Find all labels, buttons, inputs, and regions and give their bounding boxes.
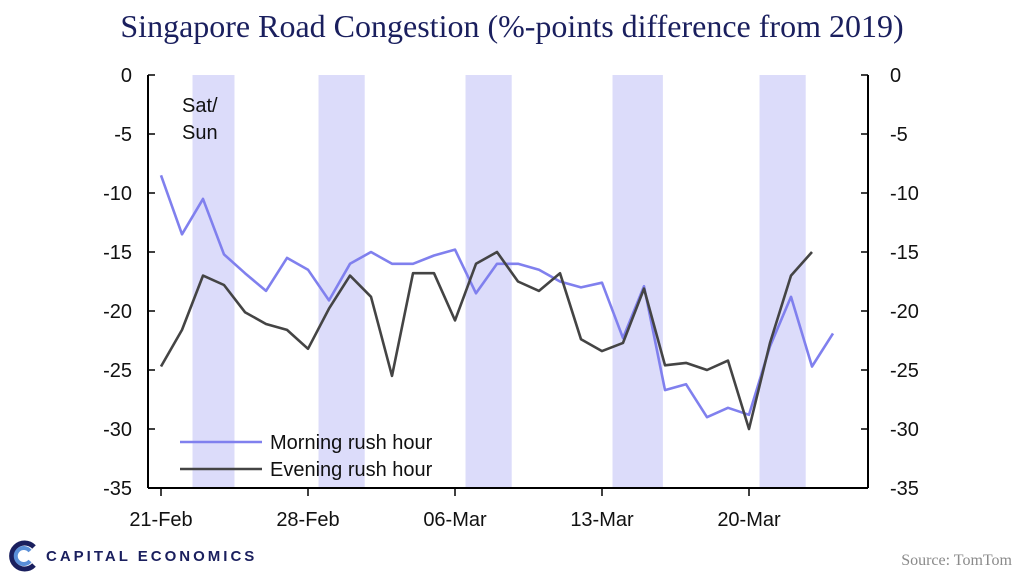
weekend-band-3 [612,75,663,488]
x-tick-label: 28-Feb [276,509,339,531]
y-tick-label-left: -15 [103,242,132,264]
y-tick-label-left: 0 [121,65,132,87]
brand-emblem-icon [9,540,36,572]
y-tick-label-right: -10 [890,183,919,205]
series-line-morning-rush-hour [159,174,835,419]
y-tick-label-right: -35 [890,478,919,500]
y-tick-label-left: -5 [114,124,132,146]
weekend-annotation-line-0: Sat/ [182,95,218,117]
legend: Morning rush hour Evening rush hour [180,432,433,481]
x-tick-label: 21-Feb [129,509,192,531]
y-tick-label-left: -25 [103,360,132,382]
x-tick-label: 06-Mar [423,509,487,531]
y-tick-label-right: -30 [890,419,919,441]
series-lines [159,174,835,431]
brand-name: CAPITAL ECONOMICS [46,547,258,565]
y-tick-label-right: -15 [890,242,919,264]
y-tick-label-left: -35 [103,478,132,500]
y-tick-label-left: -30 [103,419,132,441]
weekend-annotation-line-1: Sun [182,122,218,144]
chart-title: Singapore Road Congestion (%-points diff… [120,8,904,44]
weekend-band-1 [318,75,365,488]
brand-logo: CAPITAL ECONOMICS [6,536,257,576]
legend-label-1: Evening rush hour [270,459,433,481]
y-tick-label-right: -25 [890,360,919,382]
weekend-annotation: Sat/Sun [182,95,218,144]
weekend-band-4 [759,75,806,488]
x-tick-label: 20-Mar [717,509,781,531]
series-line-evening-rush-hour [159,250,813,431]
legend-label-0: Morning rush hour [270,432,433,454]
y-tick-label-left: -20 [103,301,132,323]
y-tick-label-right: -20 [890,301,919,323]
x-tick-label: 13-Mar [570,509,634,531]
chart-axes: 0 0 -5 -5 -10 -10 -15 -15 -20 -20 -25 -25 -30 -30 -35 -… [103,65,919,531]
weekend-bands [192,75,806,488]
y-tick-label-right: -5 [890,124,908,146]
source-note: Source: TomTom [901,552,1012,569]
weekend-band-2 [465,75,512,488]
y-tick-label-left: -10 [103,183,132,205]
y-tick-label-right: 0 [890,65,901,87]
